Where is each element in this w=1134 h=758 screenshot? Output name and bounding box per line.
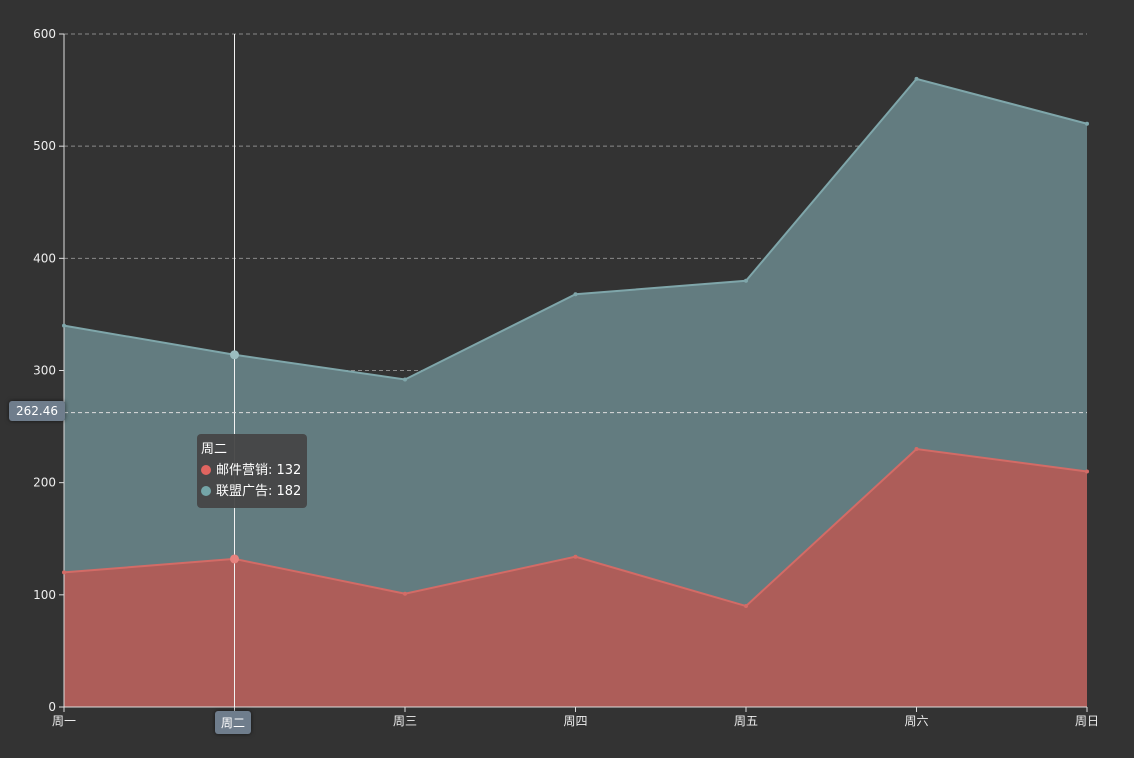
- point-ads-2: [403, 377, 407, 382]
- area-series-ads: [64, 78, 1087, 607]
- y-tick-label-500: 500: [33, 139, 56, 153]
- y-tick-label-400: 400: [33, 251, 56, 265]
- point-email-5: [914, 447, 919, 452]
- tooltip-label-email: 邮件营销: 132: [216, 463, 302, 478]
- point-email-6: [1085, 469, 1089, 474]
- x-tick-label-5: 周六: [904, 714, 928, 728]
- point-email-2: [403, 591, 407, 596]
- y-tick-label-300: 300: [33, 364, 56, 378]
- x-tick-label-3: 周四: [563, 714, 587, 728]
- y-tick-label-100: 100: [33, 588, 56, 602]
- x-axis-pointer-label: 周二: [215, 711, 252, 734]
- y-tick-label-200: 200: [33, 476, 56, 490]
- point-email-4: [744, 604, 748, 609]
- y-axis-pointer-label: 262.46: [9, 401, 65, 421]
- x-tick-label-4: 周五: [734, 714, 758, 728]
- point-email-1: [230, 554, 239, 564]
- x-tick-label-2: 周三: [393, 714, 417, 728]
- point-ads-6: [1085, 121, 1089, 126]
- tooltip-row-ads: 联盟广告: 182: [201, 481, 301, 502]
- y-tick-label-600: 600: [33, 27, 56, 41]
- point-ads-3: [573, 292, 578, 297]
- point-ads-4: [744, 278, 748, 283]
- point-ads-0: [62, 323, 66, 328]
- tooltip: 周二 邮件营销: 132 联盟广告: 182: [197, 434, 308, 508]
- point-email-0: [62, 570, 66, 575]
- x-tick-label-0: 周一: [52, 714, 76, 728]
- tooltip-title: 周二: [201, 442, 228, 457]
- tooltip-row-email: 邮件营销: 132: [201, 460, 301, 481]
- y-tick-label-0: 0: [48, 700, 56, 714]
- x-tick-label-6: 周日: [1075, 714, 1099, 728]
- point-ads-5: [914, 76, 919, 81]
- tooltip-dot-ads-icon: [201, 486, 211, 496]
- area-series-email: [64, 449, 1087, 707]
- tooltip-label-ads: 联盟广告: 182: [216, 484, 302, 499]
- tooltip-dot-email-icon: [201, 465, 211, 475]
- point-ads-1: [230, 350, 239, 360]
- point-email-3: [573, 554, 578, 559]
